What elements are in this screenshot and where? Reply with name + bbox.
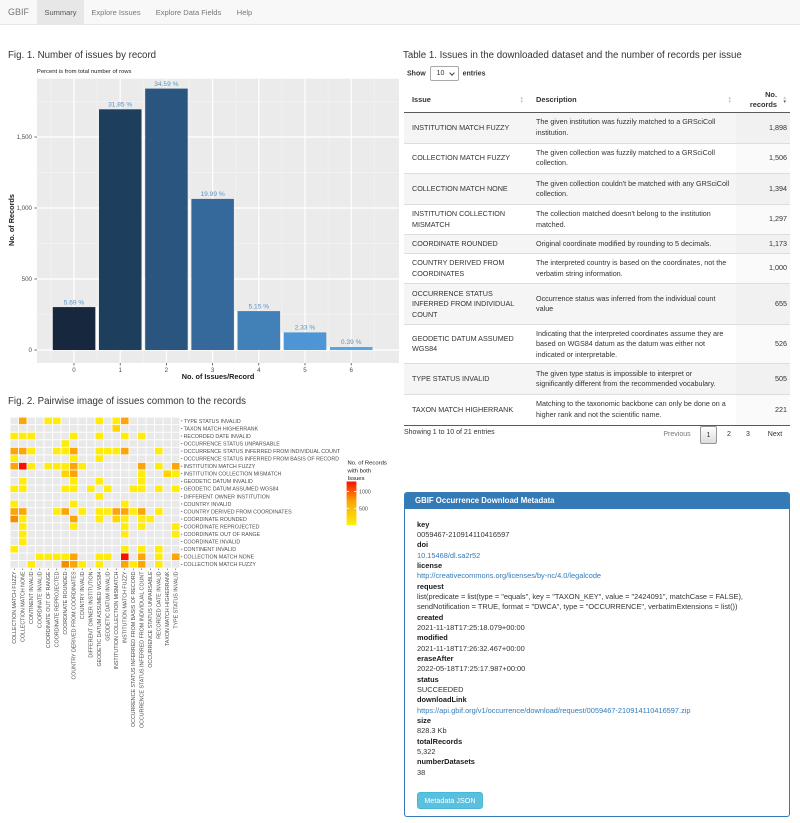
svg-text:DIFFERENT OWNER INSTITUTION: DIFFERENT OWNER INSTITUTION <box>184 494 270 500</box>
svg-text:DIFFERENT OWNER INSTITUTION: DIFFERENT OWNER INSTITUTION <box>89 571 95 657</box>
svg-text:INSTITUTION MATCH FUZZY: INSTITUTION MATCH FUZZY <box>123 571 129 643</box>
svg-text:COUNTRY DERIVED FROM COORDINAT: COUNTRY DERIVED FROM COORDINATES <box>184 509 292 515</box>
svg-text:COLLECTION MATCH FUZZY: COLLECTION MATCH FUZZY <box>184 562 257 568</box>
svg-text:OCCURRENCE STATUS INFERRED FRO: OCCURRENCE STATUS INFERRED FROM BASIS OF… <box>131 571 137 727</box>
svg-text:500: 500 <box>359 507 368 513</box>
svg-text:COUNTRY INVALID: COUNTRY INVALID <box>80 571 86 619</box>
svg-text:COORDINATE REPROJECTED: COORDINATE REPROJECTED <box>184 524 260 530</box>
svg-text:OCCURRENCE STATUS UNPARSABLE: OCCURRENCE STATUS UNPARSABLE <box>184 441 281 447</box>
svg-text:COORDINATE ROUNDED: COORDINATE ROUNDED <box>63 571 69 634</box>
svg-text:4: 4 <box>257 367 261 374</box>
svg-text:500: 500 <box>22 276 33 283</box>
svg-text:5: 5 <box>303 367 307 374</box>
svg-text:COORDINATE ROUNDED: COORDINATE ROUNDED <box>184 517 247 523</box>
svg-text:COORDINATE REPROJECTED: COORDINATE REPROJECTED <box>55 571 61 647</box>
svg-text:31.85 %: 31.85 % <box>108 102 132 109</box>
svg-text:No. of Records: No. of Records <box>7 194 16 246</box>
svg-text:0.39 %: 0.39 % <box>341 339 362 346</box>
svg-text:1,500: 1,500 <box>17 134 33 141</box>
svg-text:RECORDED DATE INVALID: RECORDED DATE INVALID <box>184 434 251 440</box>
svg-text:RECORDED DATE INVALID: RECORDED DATE INVALID <box>157 571 163 638</box>
svg-text:CONTINENT INVALID: CONTINENT INVALID <box>184 547 237 553</box>
svg-text:GEODETIC DATUM ASSUMED WGS84: GEODETIC DATUM ASSUMED WGS84 <box>97 571 103 666</box>
svg-text:CONTINENT INVALID: CONTINENT INVALID <box>29 571 35 624</box>
svg-text:5.69 %: 5.69 % <box>64 299 85 306</box>
svg-text:GEODETIC DATUM INVALID: GEODETIC DATUM INVALID <box>184 479 253 485</box>
svg-text:OCCURRENCE STATUS INFERRED FRO: OCCURRENCE STATUS INFERRED FROM BASIS OF… <box>184 457 340 463</box>
svg-text:2.33 %: 2.33 % <box>295 325 316 332</box>
svg-text:COORDINATE INVALID: COORDINATE INVALID <box>38 571 44 628</box>
svg-text:TAXON MATCH HIGHERRANK: TAXON MATCH HIGHERRANK <box>165 571 171 646</box>
svg-text:No. of Issues/Record: No. of Issues/Record <box>182 372 255 381</box>
svg-text:0: 0 <box>29 347 33 354</box>
svg-text:COORDINATE OUT OF RANGE: COORDINATE OUT OF RANGE <box>46 571 52 648</box>
svg-text:GEODETIC DATUM ASSUMED WGS84: GEODETIC DATUM ASSUMED WGS84 <box>184 487 279 493</box>
svg-text:COORDINATE INVALID: COORDINATE INVALID <box>184 540 241 546</box>
svg-text:COLLECTION MATCH NONE: COLLECTION MATCH NONE <box>184 555 255 561</box>
svg-text:3: 3 <box>211 367 215 374</box>
svg-text:5.15 %: 5.15 % <box>249 303 270 310</box>
svg-text:TYPE STATUS INVALID: TYPE STATUS INVALID <box>184 419 241 425</box>
svg-text:Issues: Issues <box>348 476 365 482</box>
svg-text:TYPE STATUS INVALID: TYPE STATUS INVALID <box>174 571 180 628</box>
svg-text:INSTITUTION COLLECTION MISMATC: INSTITUTION COLLECTION MISMATCH <box>114 571 120 669</box>
svg-text:Percent is from total number o: Percent is from total number of rows <box>37 69 132 75</box>
svg-text:INSTITUTION COLLECTION MISMATC: INSTITUTION COLLECTION MISMATCH <box>184 472 282 478</box>
svg-text:COLLECTION MATCH FUZZY: COLLECTION MATCH FUZZY <box>12 571 18 644</box>
svg-text:19.99 %: 19.99 % <box>200 191 224 198</box>
svg-text:INSTITUTION MATCH FUZZY: INSTITUTION MATCH FUZZY <box>184 464 256 470</box>
svg-text:1,000: 1,000 <box>17 205 33 212</box>
svg-text:COORDINATE OUT OF RANGE: COORDINATE OUT OF RANGE <box>184 532 261 538</box>
svg-text:COUNTRY INVALID: COUNTRY INVALID <box>184 502 232 508</box>
svg-text:with both: with both <box>347 468 372 474</box>
svg-text:OCCURRENCE STATUS UNPARSABLE: OCCURRENCE STATUS UNPARSABLE <box>148 571 154 668</box>
svg-text:6: 6 <box>349 367 353 374</box>
svg-text:COUNTRY DERIVED FROM COORDINAT: COUNTRY DERIVED FROM COORDINATES <box>72 571 78 679</box>
svg-text:COLLECTION MATCH NONE: COLLECTION MATCH NONE <box>21 571 27 642</box>
svg-text:No. of Records: No. of Records <box>348 461 387 467</box>
svg-text:1000: 1000 <box>359 490 371 496</box>
svg-text:2: 2 <box>165 367 169 374</box>
svg-text:OCCURRENCE STATUS INFERRED FRO: OCCURRENCE STATUS INFERRED FROM INDIVIDU… <box>140 571 146 728</box>
svg-text:TAXON MATCH HIGHERRANK: TAXON MATCH HIGHERRANK <box>184 426 259 432</box>
svg-text:OCCURRENCE STATUS INFERRED FRO: OCCURRENCE STATUS INFERRED FROM INDIVIDU… <box>184 449 341 455</box>
svg-text:1: 1 <box>118 367 122 374</box>
svg-text:0: 0 <box>72 367 76 374</box>
svg-text:GEODETIC DATUM INVALID: GEODETIC DATUM INVALID <box>106 571 112 640</box>
svg-text:34.59 %: 34.59 % <box>154 81 178 88</box>
